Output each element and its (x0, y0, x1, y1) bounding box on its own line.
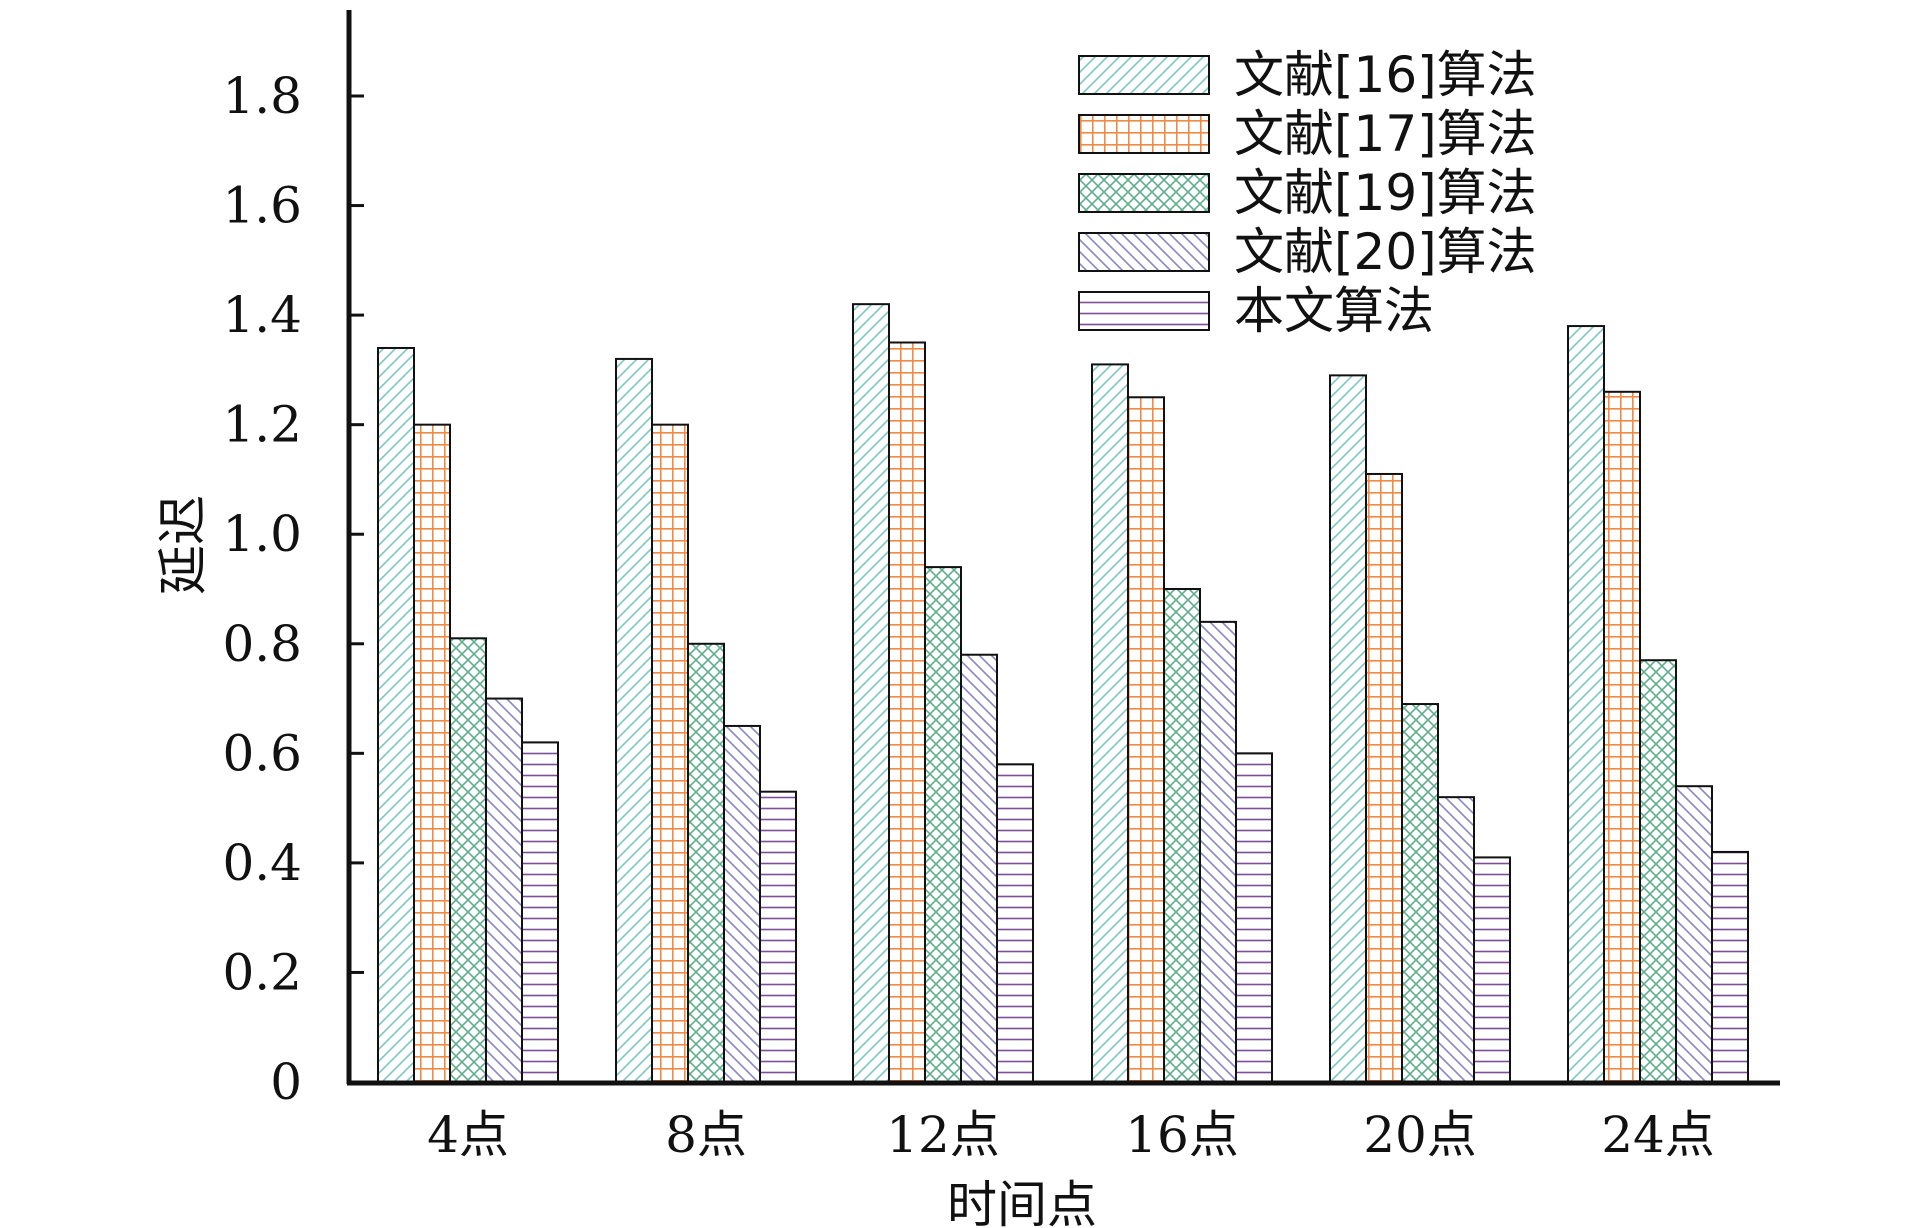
bar-2-3 (888, 341, 926, 1083)
bar-3-5 (1401, 703, 1439, 1083)
legend-swatch-4 (1078, 232, 1210, 272)
axes-layer: 0 0.2 0.4 0.6 0.8 1.0 1.2 1.4 1.6 1.8 4点 8点 12点 16点 20… (222, 10, 1780, 1164)
bar-1-2 (615, 357, 653, 1083)
bar-1-6 (1567, 325, 1605, 1084)
bars-layer (377, 303, 1749, 1084)
y-axis-title: 延迟 (154, 495, 212, 595)
bar-5-3 (996, 763, 1034, 1083)
bar-4-6 (1675, 785, 1713, 1083)
bar-4-1 (485, 697, 523, 1083)
bar-2-4 (1127, 396, 1165, 1083)
x-tick-label: 4点 (427, 1106, 509, 1164)
x-tick-label: 16点 (1125, 1106, 1239, 1164)
legend-label-4: 文献[20]算法 (1234, 223, 1537, 281)
legend-swatch-5 (1078, 291, 1210, 331)
x-axis-title: 时间点 (947, 1176, 1097, 1228)
bar-4-4 (1199, 620, 1237, 1083)
y-tick-label: 0.2 (222, 943, 302, 1001)
bar-5-1 (521, 741, 559, 1084)
legend-label-1: 文献[16]算法 (1234, 46, 1537, 104)
legend-label-2: 文献[17]算法 (1234, 105, 1537, 163)
x-tick-label: 8点 (665, 1106, 747, 1164)
legend-label-3: 文献[19]算法 (1234, 164, 1537, 222)
y-tick-label: 1.2 (222, 396, 302, 454)
legend-swatch-3 (1078, 173, 1210, 213)
bar-3-4 (1163, 588, 1201, 1083)
bar-3-1 (449, 637, 487, 1083)
y-tick-label: 1.4 (222, 286, 302, 344)
bar-4-2 (723, 724, 761, 1083)
bar-5-6 (1711, 850, 1749, 1084)
bar-5-4 (1235, 752, 1273, 1083)
bar-3-2 (687, 642, 725, 1083)
bar-2-6 (1603, 390, 1641, 1083)
y-tick-label: 0.6 (222, 724, 302, 782)
y-tick-label: 0.8 (222, 615, 302, 673)
y-tick-label: 1.8 (222, 67, 302, 125)
legend-label-5: 本文算法 (1234, 282, 1434, 340)
bar-5-5 (1473, 856, 1511, 1084)
bar-1-5 (1329, 374, 1367, 1084)
y-tick-label: 0.4 (222, 834, 302, 892)
legend-swatch-2 (1078, 114, 1210, 154)
bar-3-6 (1639, 659, 1677, 1083)
y-tick-label: 1.0 (222, 505, 302, 563)
bar-3-3 (924, 566, 962, 1083)
bar-2-2 (651, 423, 689, 1083)
legend-swatch-1 (1078, 55, 1210, 95)
y-tick-label: 0 (270, 1053, 302, 1111)
bar-4-5 (1437, 796, 1475, 1084)
y-tick-label: 1.6 (222, 177, 302, 235)
x-tick-label: 24点 (1601, 1106, 1715, 1164)
bar-1-3 (852, 303, 890, 1083)
bar-5-2 (759, 790, 797, 1084)
bar-4-3 (960, 653, 998, 1083)
bar-1-4 (1091, 363, 1129, 1083)
bar-2-1 (413, 423, 451, 1083)
bar-2-5 (1365, 472, 1403, 1083)
bar-1-1 (377, 346, 415, 1083)
x-tick-label: 12点 (886, 1106, 1000, 1164)
x-tick-label: 20点 (1363, 1106, 1477, 1164)
